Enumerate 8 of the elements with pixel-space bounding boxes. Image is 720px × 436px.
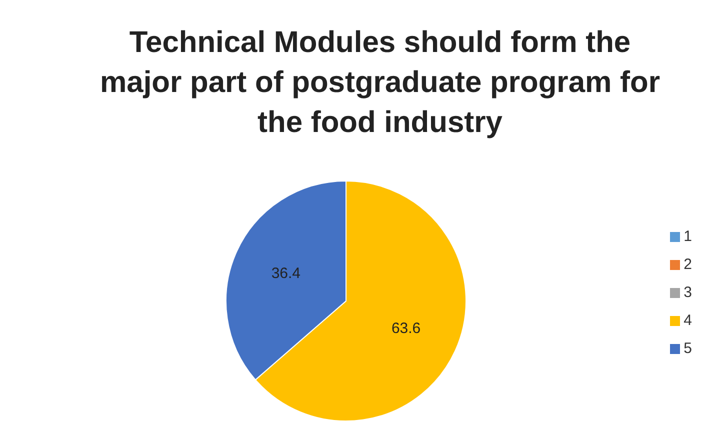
legend-label: 2 — [684, 256, 692, 273]
data-label: 63.6 — [391, 320, 421, 337]
legend-label: 1 — [684, 228, 692, 245]
legend-label: 3 — [684, 284, 692, 301]
legend-label: 4 — [684, 312, 692, 329]
chart-title: Technical Modules should form the major part of postgraduate program for the food industry — [98, 25, 662, 141]
legend-label: 5 — [684, 340, 692, 357]
data-label: 36.4 — [271, 265, 301, 282]
